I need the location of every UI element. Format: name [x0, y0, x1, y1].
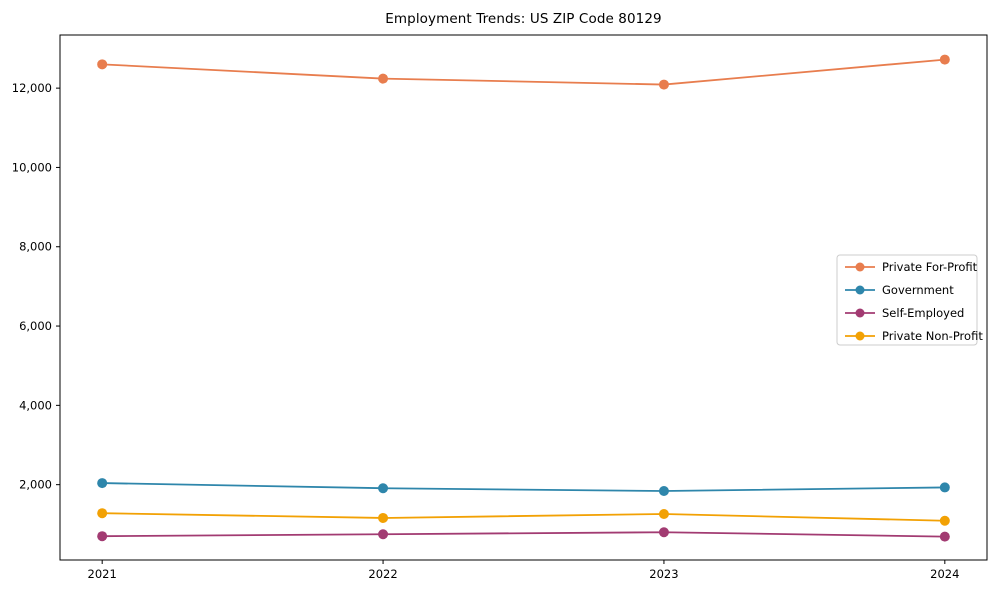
- legend-marker-private-non-profit: [855, 331, 865, 341]
- data-point-private-non-profit-2024: [939, 515, 950, 526]
- data-point-self-employed-2022: [378, 529, 389, 540]
- y-tick-label: 10,000: [12, 160, 52, 174]
- data-point-government-2021: [97, 478, 108, 489]
- data-point-self-employed-2024: [939, 531, 950, 542]
- legend-label-private-non-profit: Private Non-Profit: [882, 329, 983, 343]
- legend-label-self-employed: Self-Employed: [882, 306, 964, 320]
- data-point-private-non-profit-2021: [97, 508, 108, 519]
- data-point-private-for-profit-2023: [658, 79, 669, 90]
- data-point-private-for-profit-2022: [378, 73, 389, 84]
- series-line-private-non-profit: [102, 512, 945, 522]
- legend-label-government: Government: [882, 283, 954, 297]
- data-point-private-for-profit-2024: [939, 54, 950, 65]
- y-tick-label: 12,000: [12, 81, 52, 95]
- data-point-government-2024: [939, 482, 950, 493]
- x-tick-label: 2022: [368, 567, 397, 581]
- y-tick-label: 8,000: [19, 240, 52, 254]
- x-tick-label: 2021: [88, 567, 117, 581]
- series-line-private-for-profit: [102, 58, 945, 86]
- legend-marker-private-for-profit: [855, 262, 865, 272]
- data-point-government-2022: [378, 483, 389, 494]
- series-line-government: [102, 482, 945, 492]
- plot-frame: [59, 34, 988, 561]
- legend-box: [836, 254, 978, 346]
- legend-marker-government: [855, 285, 865, 295]
- y-tick-label: 2,000: [19, 478, 52, 492]
- data-point-private-for-profit-2021: [97, 59, 108, 70]
- data-point-private-non-profit-2022: [378, 512, 389, 523]
- data-point-self-employed-2023: [658, 527, 669, 538]
- x-tick-label: 2024: [930, 567, 959, 581]
- y-tick-label: 4,000: [19, 398, 52, 412]
- legend-marker-self-employed: [855, 308, 865, 318]
- legend-label-private-for-profit: Private For-Profit: [882, 260, 978, 274]
- y-tick-label: 6,000: [19, 319, 52, 333]
- chart-title: Employment Trends: US ZIP Code 80129: [385, 11, 662, 27]
- data-point-private-non-profit-2023: [658, 509, 669, 520]
- data-point-self-employed-2021: [97, 531, 108, 542]
- x-tick-label: 2023: [649, 567, 678, 581]
- series-line-self-employed: [102, 531, 945, 538]
- data-point-government-2023: [658, 486, 669, 497]
